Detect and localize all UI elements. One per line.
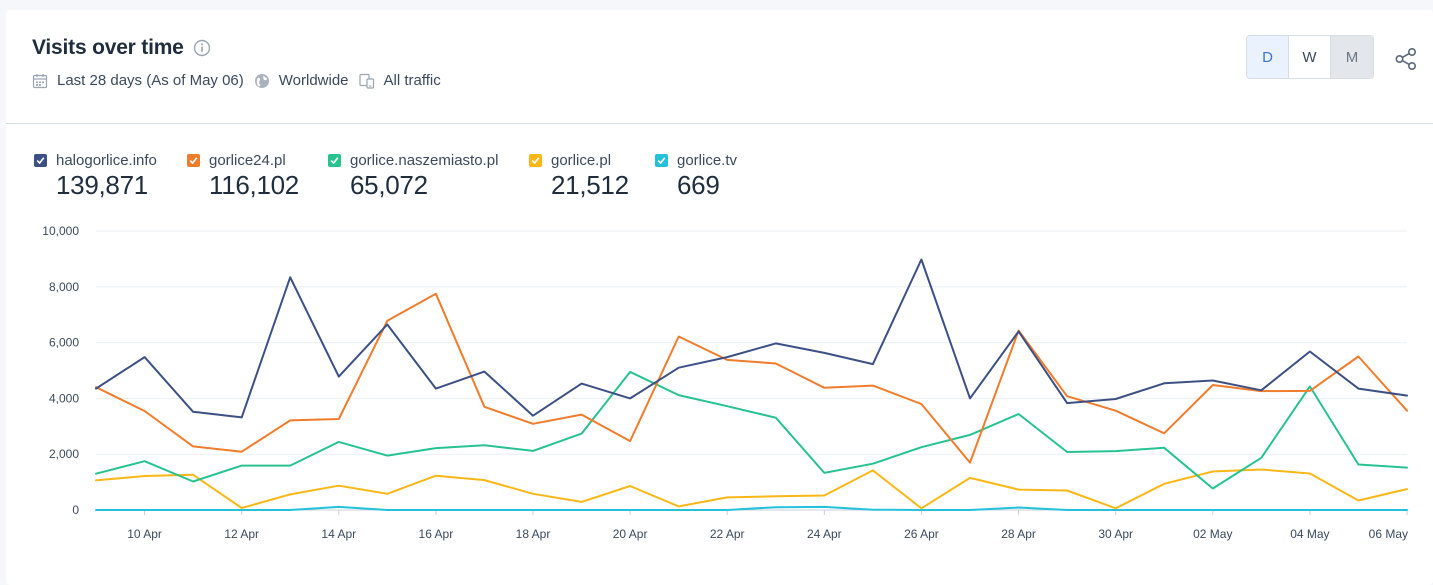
legend-item-gorlicepl[interactable]: gorlice.pl 21,512: [529, 152, 629, 201]
series-line-gorlice-tv: [95, 505, 1408, 511]
region-item[interactable]: Worldwide: [254, 72, 349, 89]
legend-item-gorlicetv[interactable]: gorlice.tv 669: [655, 152, 737, 201]
legend-item-naszemiasto[interactable]: gorlice.naszemiasto.pl 65,072: [328, 152, 498, 201]
granularity-daily-button[interactable]: D: [1247, 36, 1289, 78]
x-tick-label: 06 May: [1369, 527, 1408, 541]
checkbox-icon[interactable]: [529, 154, 542, 167]
legend-label: gorlice.tv: [677, 152, 738, 169]
x-tick-label: 16 Apr: [419, 527, 454, 541]
legend-total: 116,102: [209, 170, 299, 200]
y-tick-label: 2,000: [49, 447, 79, 461]
x-tick-label: 28 Apr: [1001, 527, 1036, 541]
devices-icon: [358, 73, 374, 89]
checkbox-icon[interactable]: [655, 154, 668, 167]
x-tick-label: 30 Apr: [1098, 527, 1133, 541]
calendar-icon: [32, 73, 48, 88]
date-range-label: Last 28 days (As of May 06): [57, 72, 244, 89]
checkbox-icon[interactable]: [34, 154, 47, 167]
x-tick-label: 24 Apr: [807, 527, 842, 541]
x-tick-label: 18 Apr: [516, 527, 551, 541]
series-line-halogorlice-info: [95, 258, 1408, 419]
granularity-toggle: D W M: [1246, 35, 1374, 79]
y-tick-label: 8,000: [49, 280, 79, 294]
y-tick-label: 10,000: [42, 224, 79, 238]
x-tick-label: 14 Apr: [321, 527, 356, 541]
checkbox-icon[interactable]: [328, 154, 341, 167]
series-line-gorlice24-pl: [95, 292, 1408, 464]
globe-icon: [254, 73, 269, 88]
series-line-gorlice-naszemiasto-pl: [95, 370, 1408, 490]
header-divider: [6, 123, 1433, 124]
series-line-gorlice-pl: [95, 468, 1408, 510]
legend-total: 139,871: [56, 170, 148, 200]
y-tick-label: 6,000: [49, 336, 79, 350]
card-title: Visits over time: [32, 36, 184, 59]
share-icon[interactable]: [1393, 46, 1419, 72]
legend-label: gorlice.naszemiasto.pl: [350, 152, 499, 169]
traffic-label: All traffic: [383, 72, 441, 89]
date-range-item[interactable]: Last 28 days (As of May 06): [32, 72, 244, 89]
legend-total: 65,072: [350, 170, 428, 200]
y-tick-label: 0: [72, 503, 79, 517]
legend-item-gorlice24[interactable]: gorlice24.pl 116,102: [187, 152, 299, 201]
y-tick-label: 4,000: [49, 391, 79, 405]
traffic-item[interactable]: All traffic: [358, 72, 441, 89]
region-label: Worldwide: [278, 72, 349, 89]
legend-total: 669: [677, 170, 720, 200]
x-tick-label: 12 Apr: [224, 527, 259, 541]
legend-total: 21,512: [551, 170, 629, 200]
title-row: Visits over time: [32, 36, 211, 60]
x-tick-label: 04 May: [1290, 527, 1329, 541]
granularity-monthly-button[interactable]: M: [1331, 36, 1373, 78]
x-tick-label: 10 Apr: [127, 527, 162, 541]
visits-over-time-card: Visits over time Last 28 days (As of May…: [6, 10, 1433, 585]
legend-item-halogorlice[interactable]: halogorlice.info 139,871: [34, 152, 157, 201]
x-tick-label: 20 Apr: [613, 527, 648, 541]
granularity-weekly-button[interactable]: W: [1289, 36, 1331, 78]
info-icon[interactable]: [193, 39, 211, 57]
x-tick-label: 26 Apr: [904, 527, 939, 541]
legend-label: halogorlice.info: [56, 152, 157, 169]
filter-meta-row: Last 28 days (As of May 06) Worldwide Al…: [32, 72, 451, 89]
checkbox-icon[interactable]: [187, 154, 200, 167]
x-tick-label: 22 Apr: [710, 527, 745, 541]
legend-label: gorlice24.pl: [209, 152, 286, 169]
legend-label: gorlice.pl: [551, 152, 612, 169]
x-tick-label: 02 May: [1193, 527, 1232, 541]
